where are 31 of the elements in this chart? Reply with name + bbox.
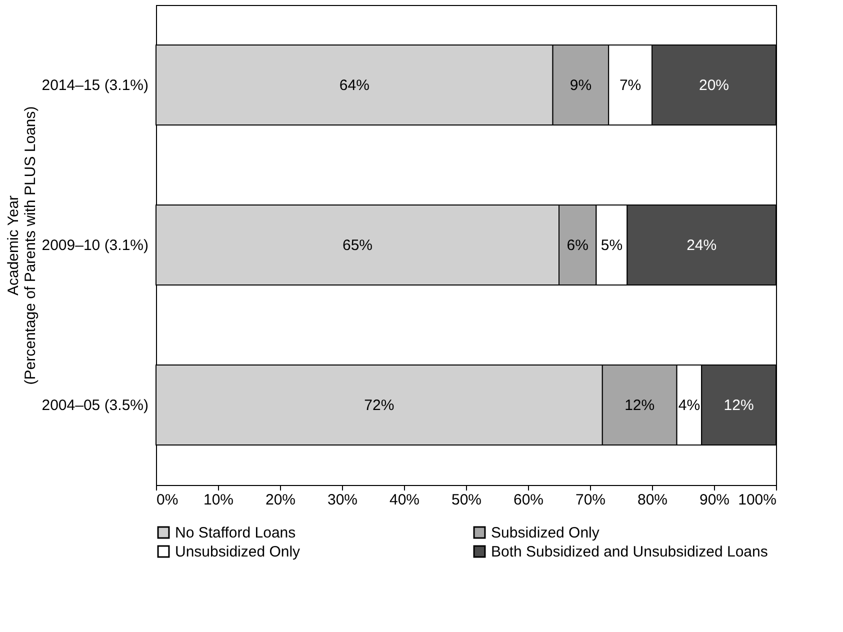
x-tick-label: 50%: [451, 492, 482, 508]
legend-label: Both Subsidized and Unsubsidized Loans: [491, 544, 768, 560]
y-tick-label: 2004–05 (3.5%): [42, 397, 148, 414]
y-axis-title: Academic Year (Percentage of Parents with PLUS Loans): [4, 106, 39, 385]
x-tick-label: 30%: [327, 492, 358, 508]
legend-label: Unsubsidized Only: [175, 544, 301, 560]
data-label: 65%: [342, 237, 373, 254]
x-tick-label: 100%: [738, 492, 776, 508]
data-label: 20%: [698, 77, 730, 94]
data-label: 4%: [678, 397, 700, 414]
data-label: 24%: [686, 237, 717, 254]
x-tick-label: 70%: [575, 492, 606, 508]
x-tick-label: 0%: [156, 492, 178, 508]
x-tick-label: 10%: [203, 492, 234, 508]
data-label: 64%: [339, 77, 370, 94]
legend-label: No Stafford Loans: [175, 524, 296, 542]
x-tick-label: 80%: [637, 492, 668, 508]
data-label: 6%: [566, 237, 588, 254]
legend-label: Subsidized Only: [491, 524, 600, 542]
data-label: 9%: [570, 77, 592, 94]
y-tick-label: 2014–15 (3.1%): [42, 77, 148, 94]
x-tick-label: 90%: [699, 492, 730, 508]
data-label: 12%: [724, 397, 754, 414]
data-label: 12%: [624, 397, 655, 414]
x-tick-label: 20%: [265, 492, 296, 508]
data-label: 5%: [600, 237, 623, 254]
x-tick-label: 60%: [513, 492, 544, 508]
x-tick-label: 40%: [389, 492, 420, 508]
y-tick-label: 2009–10 (3.1%): [42, 237, 148, 254]
data-label: 7%: [619, 77, 642, 94]
data-label: 72%: [364, 397, 394, 414]
